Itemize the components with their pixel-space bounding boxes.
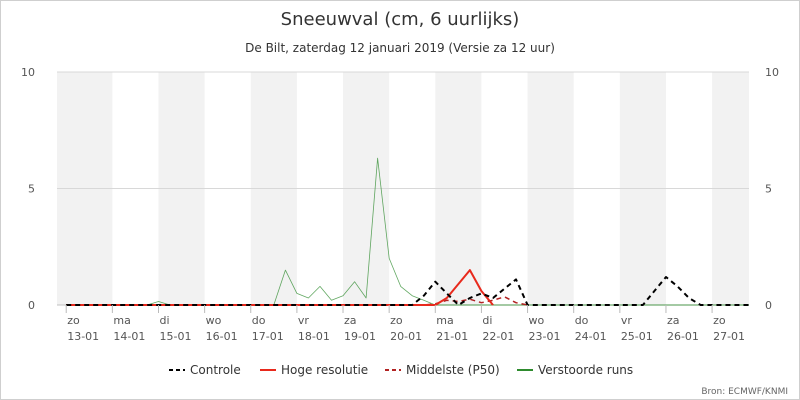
x-tick-date: 13-01 <box>67 330 99 343</box>
series-line <box>66 157 749 306</box>
y-tick-label: 0 <box>28 299 35 312</box>
legend-label: Verstoorde runs <box>538 363 633 377</box>
y-tick-label: 10 <box>765 66 779 79</box>
x-tick-day: di <box>482 314 492 327</box>
x-tick-day: za <box>667 314 680 327</box>
x-tick-day: vr <box>298 314 310 327</box>
x-tick-date: 24-01 <box>575 330 607 343</box>
x-tick-date: 23-01 <box>529 330 561 343</box>
x-tick-date: 16-01 <box>206 330 238 343</box>
legend: Controle Hoge resolutie Middelste (P50) Ver… <box>169 363 633 377</box>
chart-subtitle: De Bilt, zaterdag 12 januari 2019 (Versi… <box>245 41 555 55</box>
x-tick-day: za <box>344 314 357 327</box>
x-tick-day: vr <box>621 314 633 327</box>
x-tick-day: ma <box>436 314 453 327</box>
x-tick-date: 22-01 <box>482 330 514 343</box>
x-tick-date: 15-01 <box>159 330 191 343</box>
x-tick-date: 25-01 <box>621 330 653 343</box>
series-line <box>66 296 528 306</box>
x-tick-day: do <box>575 314 589 327</box>
x-axis: zo 13-01 ma 14-01 di 15-01 wo 16-01 do 17-01 vr 18-… <box>65 305 745 343</box>
chart-title: Sneeuwval (cm, 6 uurlijks) <box>281 9 520 30</box>
series-line <box>66 276 749 306</box>
source-credit: Bron: ECMWF/KNMI <box>701 387 788 397</box>
legend-label: Hoge resolutie <box>281 363 368 377</box>
y-axis-left: 0 5 10 <box>21 66 35 312</box>
legend-label: Controle <box>190 363 241 377</box>
y-axis-right: 0 5 10 <box>765 66 779 312</box>
y-tick-label: 5 <box>28 183 35 196</box>
x-tick-day: zo <box>713 314 726 327</box>
x-tick-day: di <box>159 314 169 327</box>
x-tick-date: 17-01 <box>252 330 284 343</box>
series-layer <box>66 157 749 306</box>
x-tick-day: ma <box>113 314 130 327</box>
series-line <box>66 269 494 306</box>
x-tick-date: 20-01 <box>390 330 422 343</box>
x-tick-day: do <box>252 314 266 327</box>
x-tick-day: zo <box>390 314 403 327</box>
x-tick-date: 26-01 <box>667 330 699 343</box>
x-tick-date: 18-01 <box>298 330 330 343</box>
x-tick-date: 14-01 <box>113 330 145 343</box>
y-tick-label: 0 <box>765 299 772 312</box>
x-tick-day: wo <box>529 314 545 327</box>
x-tick-day: wo <box>206 314 222 327</box>
x-tick-date: 21-01 <box>436 330 468 343</box>
y-tick-label: 5 <box>765 183 772 196</box>
legend-label: Middelste (P50) <box>406 363 500 377</box>
x-tick-day: zo <box>67 314 80 327</box>
x-tick-date: 27-01 <box>713 330 745 343</box>
y-tick-label: 10 <box>21 66 35 79</box>
x-tick-date: 19-01 <box>344 330 376 343</box>
